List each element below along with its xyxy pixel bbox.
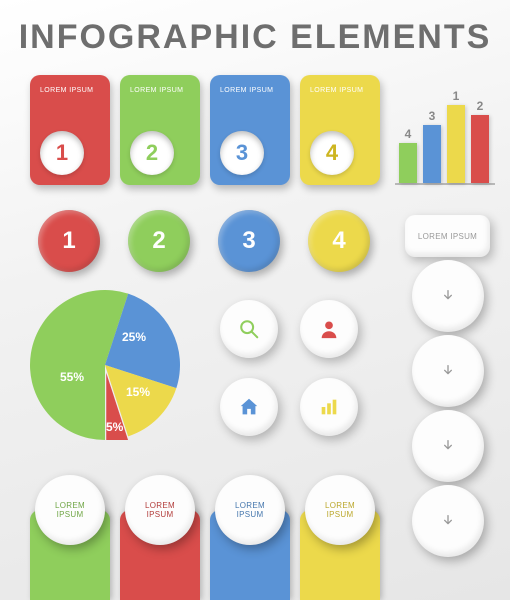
tab-1-label: LOREM IPSUM <box>41 501 99 519</box>
tab-1-circle: LOREM IPSUM <box>35 475 105 545</box>
number-disc-2[interactable]: 2 <box>128 210 190 272</box>
icon-button-user[interactable] <box>300 300 358 358</box>
bar-chart-baseline <box>395 183 495 185</box>
arrow-down-icon <box>440 513 456 529</box>
pie-label-4: 5% <box>106 420 123 434</box>
tab-2-label: LOREM IPSUM <box>131 501 189 519</box>
card-1-label: LOREM IPSUM <box>40 87 93 94</box>
number-disc-3[interactable]: 3 <box>218 210 280 272</box>
tab-2[interactable]: LOREM IPSUM <box>120 475 200 600</box>
bar-label-1: 4 <box>399 127 417 141</box>
arrow-down-icon <box>440 438 456 454</box>
bar-label-3: 1 <box>447 89 465 103</box>
tab-3[interactable]: LOREM IPSUM <box>210 475 290 600</box>
bar-label-4: 2 <box>471 99 489 113</box>
bar-3 <box>447 105 465 183</box>
flow-header: LOREM IPSUM <box>405 215 490 257</box>
pie-label-3: 15% <box>126 385 150 399</box>
icon-button-search[interactable] <box>220 300 278 358</box>
card-3[interactable]: LOREM IPSUM 3 <box>210 75 290 185</box>
card-4-number: 4 <box>310 131 354 175</box>
tab-4-label: LOREM IPSUM <box>311 501 369 519</box>
bar-chart: 4312 <box>395 90 495 185</box>
card-2-number: 2 <box>130 131 174 175</box>
bar-label-2: 3 <box>423 109 441 123</box>
pie-label-2: 25% <box>122 330 146 344</box>
pie-label-1: 55% <box>60 370 84 384</box>
flow-node-4[interactable] <box>412 485 484 557</box>
bar-4 <box>471 115 489 183</box>
home-icon <box>238 396 260 418</box>
arrow-down-icon <box>440 288 456 304</box>
flow-node-2[interactable] <box>412 335 484 407</box>
page-title: INFOGRAPHIC ELEMENTS <box>0 18 510 57</box>
card-1[interactable]: LOREM IPSUM 1 <box>30 75 110 185</box>
number-disc-4[interactable]: 4 <box>308 210 370 272</box>
flow-node-1[interactable] <box>412 260 484 332</box>
icon-button-home[interactable] <box>220 378 278 436</box>
flow-node-3[interactable] <box>412 410 484 482</box>
icon-button-bars[interactable] <box>300 378 358 436</box>
card-4-label: LOREM IPSUM <box>310 87 363 94</box>
tab-4[interactable]: LOREM IPSUM <box>300 475 380 600</box>
tab-1[interactable]: LOREM IPSUM <box>30 475 110 600</box>
card-3-number: 3 <box>220 131 264 175</box>
number-disc-1[interactable]: 1 <box>38 210 100 272</box>
bars-icon <box>318 396 340 418</box>
pie-svg <box>30 290 180 440</box>
card-2[interactable]: LOREM IPSUM 2 <box>120 75 200 185</box>
bar-1 <box>399 143 417 183</box>
user-icon <box>318 318 340 340</box>
card-2-label: LOREM IPSUM <box>130 87 183 94</box>
card-4[interactable]: LOREM IPSUM 4 <box>300 75 380 185</box>
tab-2-circle: LOREM IPSUM <box>125 475 195 545</box>
bar-2 <box>423 125 441 183</box>
search-icon <box>238 318 260 340</box>
arrow-down-icon <box>440 363 456 379</box>
tab-3-label: LOREM IPSUM <box>221 501 279 519</box>
tab-4-circle: LOREM IPSUM <box>305 475 375 545</box>
tab-3-circle: LOREM IPSUM <box>215 475 285 545</box>
card-3-label: LOREM IPSUM <box>220 87 273 94</box>
card-1-number: 1 <box>40 131 84 175</box>
pie-chart: 55% 25% 15% 5% <box>30 290 180 440</box>
